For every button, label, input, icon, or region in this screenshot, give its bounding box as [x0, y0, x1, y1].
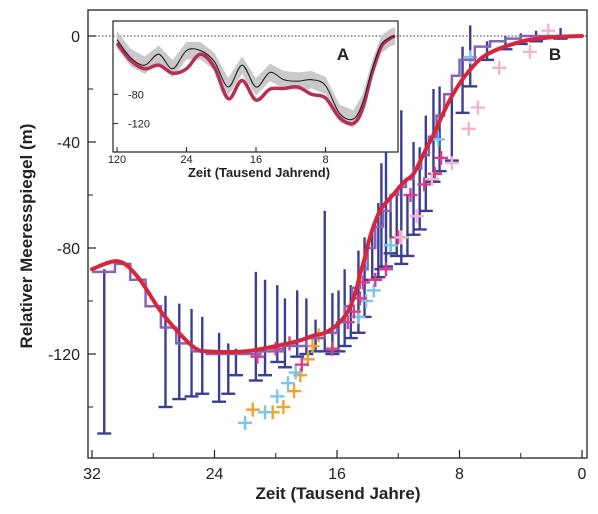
inset-x-tick-label: 8: [322, 154, 328, 166]
inset-x-tick-label: 16: [250, 154, 262, 166]
y-tick-label: -120: [48, 347, 80, 364]
inset-x-tick-label: 120: [108, 154, 126, 166]
inset-y-tick-label: -80: [128, 89, 144, 101]
main-lines: [90, 34, 584, 356]
inset-tick-labels: 120 24 16 8 -80 -120: [108, 89, 329, 166]
y-tick-label: -80: [57, 241, 80, 258]
sea-level-curve: [90, 34, 584, 354]
panel-label-b: B: [549, 45, 561, 64]
inset-axis-ticks: [113, 93, 326, 152]
inset-uncertainty-band: [117, 27, 395, 128]
x-tick-label: 0: [578, 466, 587, 483]
inset-x-tick-label: 24: [180, 154, 192, 166]
main-x-axis-label: Zeit (Tausend Jahre): [256, 484, 421, 503]
x-tick-label: 8: [455, 466, 464, 483]
inset-band-area: [117, 27, 395, 128]
main-axis-ticks: [88, 35, 583, 458]
inset-black-curve: [116, 35, 396, 121]
x-tick-label: 24: [206, 466, 224, 483]
inset-x-axis-label: Zeit (Tausend Jahrend): [188, 165, 330, 180]
main-tick-labels: 32 24 16 8 0 0 -40 -80 -120: [48, 29, 587, 483]
y-tick-label: 0: [71, 29, 80, 46]
inset-y-tick-label: -120: [128, 118, 150, 130]
inset-blue-curve: [116, 35, 396, 125]
x-tick-label: 32: [83, 466, 101, 483]
inset-lines: [115, 34, 396, 126]
x-tick-label: 16: [328, 466, 346, 483]
main-y-axis-label: Relativer Meeresspiegel (m): [17, 124, 36, 349]
y-tick-label: -40: [57, 135, 80, 152]
panel-label-a: A: [337, 45, 349, 64]
